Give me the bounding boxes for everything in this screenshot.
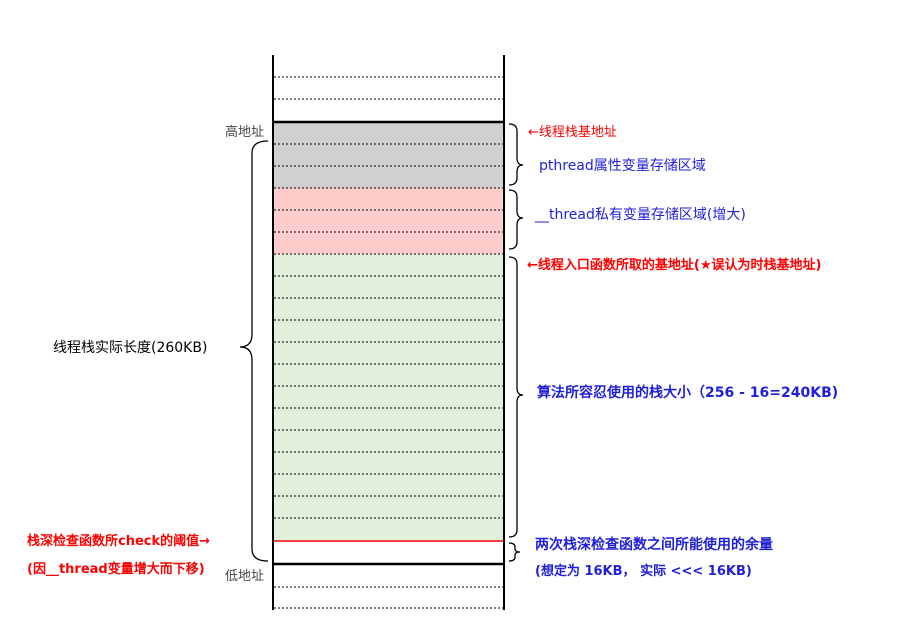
threshold-label-line1: 栈深检查函数所check的阈值→ (27, 534, 211, 549)
usable-size-label: 算法所容忍使用的栈大小（256 - 16=240KB) (537, 385, 839, 401)
thread-area-label: __thread私有变量存储区域(增大) (535, 207, 746, 223)
stack-base-label: ←线程栈基地址 (528, 125, 617, 140)
threshold-label-line2: (因__thread变量增大而下移) (27, 562, 205, 577)
pthread-region (273, 122, 504, 188)
margin-label-line1: 两次栈深检查函数之间所能使用的余量 (535, 537, 773, 553)
thread-brace (508, 189, 524, 250)
low-address-label: 低地址 (225, 569, 265, 584)
margin-label-line2: (想定为 16KB， 实际 <<< 16KB) (535, 564, 752, 579)
pthread-brace (508, 123, 524, 186)
margin-brace (508, 542, 521, 562)
usable-size-brace (508, 256, 524, 538)
actual-length-label: 线程栈实际长度(260KB) (53, 340, 208, 356)
pthread-area-label: pthread属性变量存储区域 (539, 158, 706, 174)
high-address-label: 高地址 (225, 125, 265, 140)
actual-length-brace (239, 140, 269, 562)
thread-region (273, 188, 504, 254)
entry-base-label: ←线程入口函数所取的基地址(★误认为时栈基地址) (527, 258, 822, 273)
usable-stack-region (273, 254, 504, 541)
